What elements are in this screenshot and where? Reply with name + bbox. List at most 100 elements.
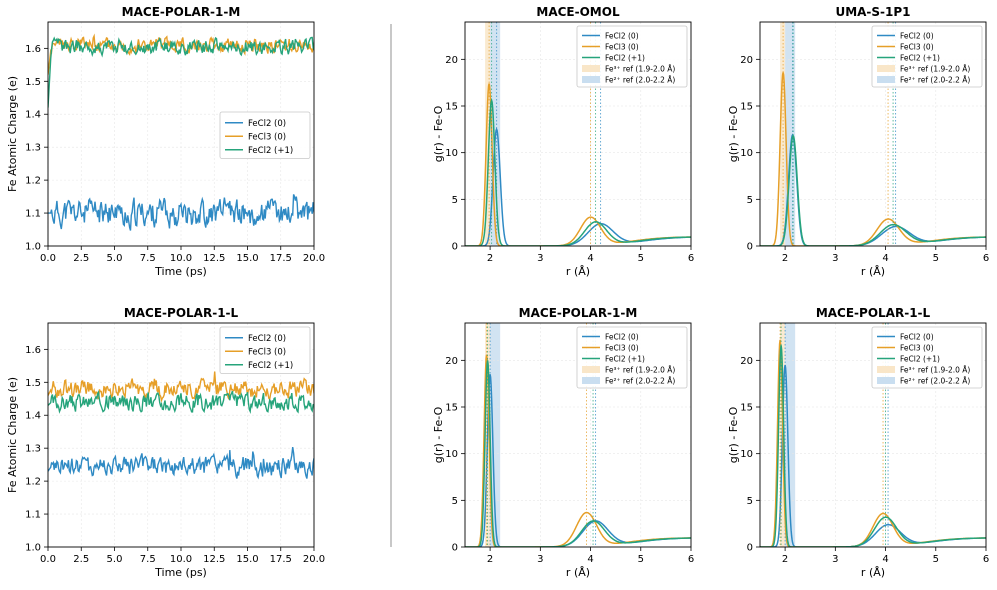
y-tick-label: 15 <box>445 403 458 414</box>
x-tick-label: 3 <box>537 253 543 264</box>
chart-panel: 2 3 4 5 6 0 5 10 15 20 UMA-S-1P1 r (Å) g(r) - Fe-O Fe… <box>727 5 989 278</box>
series-line-fecl2-1- <box>48 36 314 108</box>
y-tick-label: 15 <box>740 403 753 414</box>
legend-swatch <box>582 366 600 373</box>
legend-label: Fe³⁺ ref (1.9-2.0 Å) <box>900 366 970 375</box>
chart-panel: 0.0 2.5 5.0 7.5 10.0 12.5 15.0 17.5 20.0 1.0 1.1 1.… <box>6 306 325 579</box>
x-tick-label: 2 <box>487 554 493 565</box>
axes-frame <box>464 322 692 548</box>
x-tick-label: 5.0 <box>107 253 123 264</box>
fe3-reference-band <box>780 22 786 246</box>
legend-box <box>576 326 688 389</box>
x-tick-label: 20.0 <box>303 253 325 264</box>
x-tick-label: 6 <box>983 554 989 565</box>
legend-label: FeCl3 (0) <box>605 344 639 353</box>
x-tick-label: 17.5 <box>270 554 292 565</box>
x-tick-label: 6 <box>688 253 694 264</box>
y-tick-label: 1.3 <box>25 444 41 455</box>
y-tick-label: 1.1 <box>25 209 41 220</box>
legend-swatch <box>877 76 895 83</box>
x-tick-label: 5 <box>933 253 939 264</box>
legend-label: FeCl3 (0) <box>900 344 934 353</box>
chart-title: MACE-POLAR-1-M <box>122 5 241 19</box>
x-tick-label: 2.5 <box>73 253 89 264</box>
y-tick-label: 1.6 <box>25 44 41 55</box>
y-tick-label: 10 <box>445 449 458 460</box>
x-tick-label: 15.0 <box>236 253 258 264</box>
x-tick-label: 4 <box>882 554 888 565</box>
x-tick-label: 10.0 <box>170 554 192 565</box>
y-tick-label: 5 <box>452 496 458 507</box>
series-group <box>48 33 314 231</box>
x-tick-label: 2 <box>782 253 788 264</box>
y-tick-label: 0 <box>747 543 753 554</box>
axes-frame <box>759 21 987 247</box>
series-line-fecl2-1- <box>465 97 691 246</box>
fe2-reference-band <box>785 22 796 246</box>
axes-frame <box>759 322 987 548</box>
y-tick-label: 1.2 <box>25 176 41 187</box>
y-tick-label: 1.4 <box>25 411 41 422</box>
x-tick-label: 17.5 <box>270 253 292 264</box>
legend: FeCl2 (0) FeCl3 (0) FeCl2 (+1) Fe³⁺ ref (1.… <box>576 326 688 389</box>
legend-label: FeCl2 (0) <box>248 334 286 344</box>
series-line-fecl2-1- <box>760 345 986 547</box>
y-tick-label: 15 <box>740 102 753 113</box>
axes-frame <box>464 21 692 247</box>
legend-label: FeCl3 (0) <box>605 43 639 52</box>
y-tick-label: 20 <box>740 356 753 367</box>
legend: FeCl2 (0) FeCl3 (0) FeCl2 (+1) Fe³⁺ ref (1.… <box>576 25 688 88</box>
x-tick-label: 5 <box>638 253 644 264</box>
legend-box <box>871 326 983 389</box>
chart-title: MACE-OMOL <box>536 5 620 19</box>
chart-title: UMA-S-1P1 <box>835 5 910 19</box>
series-line-fecl2-1- <box>760 134 986 246</box>
series-group <box>465 323 691 547</box>
x-tick-label: 4 <box>587 554 593 565</box>
x-tick-label: 5 <box>638 554 644 565</box>
x-tick-label: 6 <box>983 253 989 264</box>
y-tick-label: 0 <box>452 242 458 253</box>
x-tick-label: 3 <box>832 253 838 264</box>
legend: FeCl2 (0) FeCl3 (0) FeCl2 (+1) Fe³⁺ ref (1.… <box>871 326 983 389</box>
x-tick-label: 2 <box>487 253 493 264</box>
x-tick-label: 15.0 <box>236 554 258 565</box>
x-axis-label: r (Å) <box>861 265 885 278</box>
y-tick-label: 0 <box>452 543 458 554</box>
legend-swatch <box>877 366 895 373</box>
legend: FeCl2 (0) FeCl3 (0) FeCl2 (+1) <box>219 111 311 159</box>
y-tick-label: 15 <box>445 102 458 113</box>
x-tick-label: 20.0 <box>303 554 325 565</box>
series-line-fecl2-1- <box>465 360 691 547</box>
legend-label: FeCl3 (0) <box>248 347 286 357</box>
y-tick-label: 20 <box>445 356 458 367</box>
chart-title: MACE-POLAR-1-L <box>816 306 931 320</box>
legend-swatch <box>877 377 895 384</box>
y-tick-label: 5 <box>747 195 753 206</box>
y-axis-label: g(r) - Fe-O <box>727 105 740 162</box>
legend-label: FeCl2 (0) <box>605 32 639 41</box>
legend-label: Fe²⁺ ref (2.0-2.2 Å) <box>605 377 675 386</box>
y-axis-label: g(r) - Fe-O <box>727 406 740 463</box>
x-tick-label: 7.5 <box>140 253 156 264</box>
legend-label: Fe²⁺ ref (2.0-2.2 Å) <box>900 76 970 85</box>
x-tick-label: 2 <box>782 554 788 565</box>
legend-label: Fe²⁺ ref (2.0-2.2 Å) <box>605 76 675 85</box>
y-axis-label: g(r) - Fe-O <box>432 105 445 162</box>
x-axis-label: r (Å) <box>566 265 590 278</box>
chart-panel: 2 3 4 5 6 0 5 10 15 20 MACE-OMOL r (Å) g(r) - Fe-O Fe… <box>432 5 694 278</box>
legend: FeCl2 (0) FeCl3 (0) FeCl2 (+1) Fe³⁺ ref (1.… <box>871 25 983 88</box>
x-tick-label: 7.5 <box>140 554 156 565</box>
y-tick-label: 1.5 <box>25 378 41 389</box>
legend-label: FeCl2 (0) <box>248 119 286 129</box>
series-line-fecl2-0- <box>48 194 314 231</box>
fe2-reference-band <box>490 323 501 547</box>
x-tick-label: 4 <box>882 253 888 264</box>
legend-label: FeCl3 (0) <box>900 43 934 52</box>
x-tick-label: 4 <box>587 253 593 264</box>
y-tick-label: 1.2 <box>25 477 41 488</box>
series-line-fecl2-0- <box>48 446 314 480</box>
y-axis-label: g(r) - Fe-O <box>432 406 445 463</box>
chart-panel: 0.0 2.5 5.0 7.5 10.0 12.5 15.0 17.5 20.0 1.0 1.1 1.… <box>6 5 325 278</box>
